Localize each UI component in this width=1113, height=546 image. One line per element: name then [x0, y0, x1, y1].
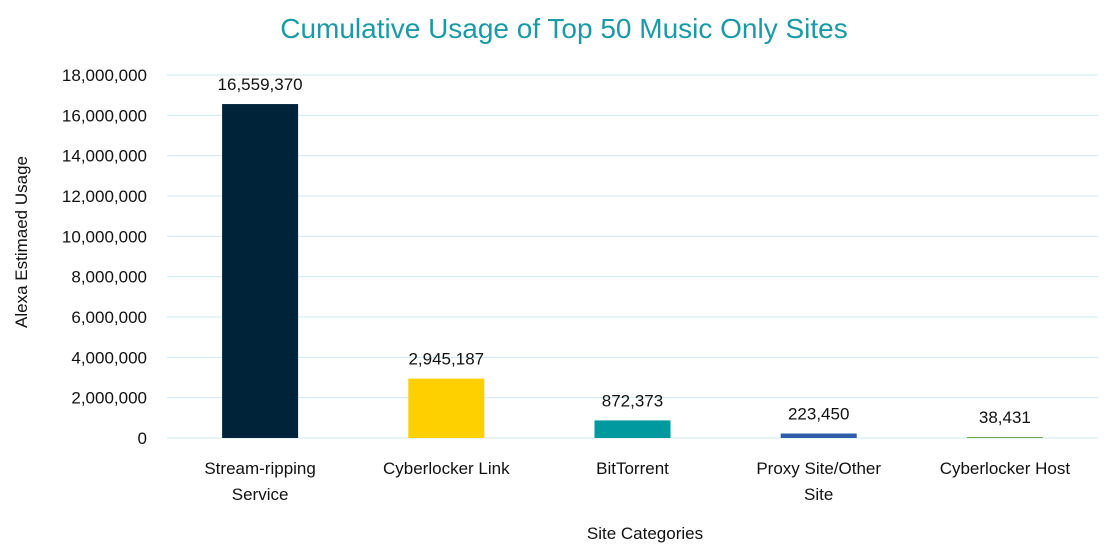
- bar: [222, 104, 299, 438]
- y-tick-label: 16,000,000: [62, 106, 147, 125]
- chart-title: Cumulative Usage of Top 50 Music Only Si…: [280, 13, 848, 44]
- x-tick-label-line: Cyberlocker Link: [383, 459, 510, 478]
- data-label: 872,373: [602, 391, 663, 410]
- y-axis-label: Alexa Estimaed Usage: [12, 156, 31, 328]
- x-tick-label-line: Cyberlocker Host: [940, 459, 1071, 478]
- bar: [966, 437, 1043, 438]
- data-label: 38,431: [979, 408, 1031, 427]
- y-tick-label: 14,000,000: [62, 147, 147, 166]
- bar: [408, 378, 485, 438]
- x-tick-label: Cyberlocker Link: [383, 459, 510, 478]
- data-label: 16,559,370: [218, 75, 303, 94]
- gridlines: [167, 74, 1098, 439]
- x-tick-label-line: Service: [232, 485, 289, 504]
- bar: [780, 433, 857, 438]
- y-tick-label: 2,000,000: [71, 389, 147, 408]
- y-tick-label: 10,000,000: [62, 227, 147, 246]
- y-tick-label: 4,000,000: [71, 348, 147, 367]
- y-tick-label: 18,000,000: [62, 66, 147, 85]
- x-tick-label: Stream-ripping Service: [204, 459, 316, 504]
- data-label: 223,450: [788, 404, 849, 423]
- bars: [222, 104, 1043, 438]
- x-tick-label: Proxy Site/Other Site: [756, 459, 881, 504]
- x-tick-label-line: BitTorrent: [596, 459, 669, 478]
- y-tick-label: 8,000,000: [71, 268, 147, 287]
- x-tick-label: BitTorrent: [596, 459, 669, 478]
- y-tick-label: 6,000,000: [71, 308, 147, 327]
- x-tick-label: Cyberlocker Host: [940, 459, 1071, 478]
- y-tick-label: 0: [138, 429, 147, 448]
- x-axis-ticks: Stream-ripping Service Cyberlocker Link Bit…: [204, 459, 1070, 504]
- x-tick-label-line: Site: [804, 485, 833, 504]
- x-tick-label-line: Stream-ripping: [204, 459, 316, 478]
- y-axis-ticks: 0 2,000,000 4,000,000 6,000,000 8,000,000 10,…: [62, 66, 147, 448]
- x-axis-label: Site Categories: [587, 524, 703, 543]
- y-tick-label: 12,000,000: [62, 187, 147, 206]
- x-tick-label-line: Proxy Site/Other: [756, 459, 881, 478]
- data-label: 2,945,187: [408, 350, 484, 369]
- data-labels: 16,559,370 2,945,187 872,373 223,450 38,431: [218, 75, 1031, 427]
- bar: [594, 420, 671, 438]
